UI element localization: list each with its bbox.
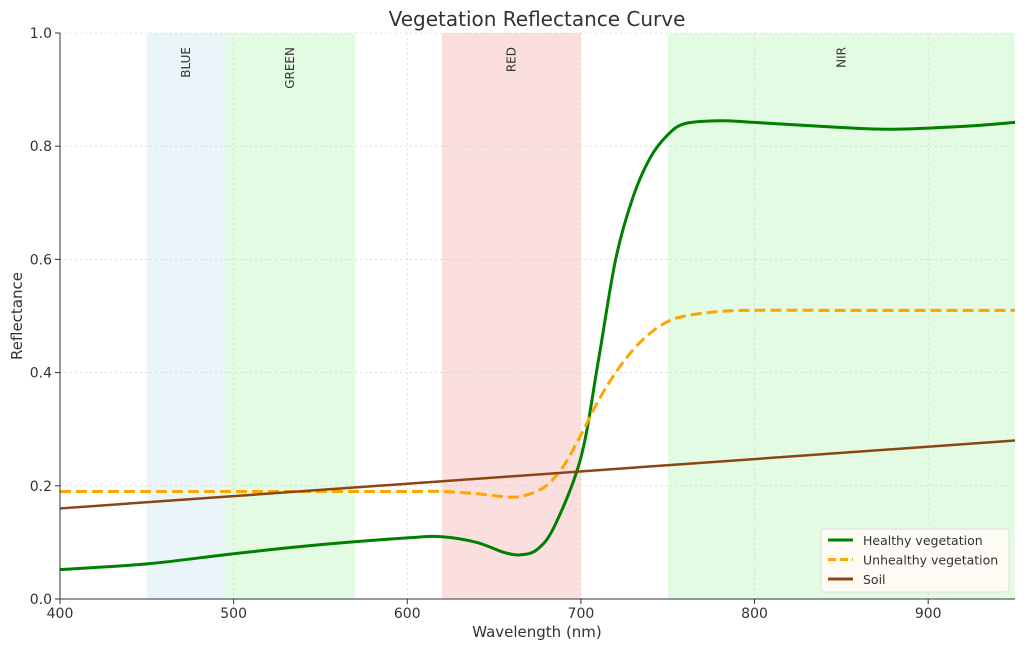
band-red (442, 33, 581, 599)
y-axis-label: Reflectance (8, 272, 26, 360)
band-label: NIR (834, 47, 848, 68)
legend: Healthy vegetation Unhealthy vegetation So… (820, 528, 1010, 593)
x-tick-label: 900 (915, 606, 942, 622)
x-tick-label: 500 (220, 606, 247, 622)
band-nir (667, 33, 1015, 599)
axes: 400 500 600 700 800 900 0.0 0.2 0.4 0.6 0.8 1.0 (30, 26, 1015, 622)
series-lines (59, 119, 1016, 572)
series-unhealthy-vegetation (60, 308, 1015, 499)
chart-title: Vegetation Reflectance Curve (389, 7, 686, 31)
legend-box (820, 528, 1010, 593)
legend-label: Soil (863, 572, 886, 587)
x-tick-label: 800 (741, 606, 768, 622)
band-label: RED (504, 47, 518, 72)
x-tick-label: 700 (568, 606, 595, 622)
band-green (224, 33, 356, 599)
y-tick-label: 0.4 (30, 366, 52, 382)
x-tick-label: 600 (394, 606, 421, 622)
y-tick-label: 0.6 (30, 252, 52, 268)
x-axis-label: Wavelength (nm) (472, 623, 602, 641)
x-tick-label: 400 (47, 606, 74, 622)
y-tick-label: 0.0 (30, 592, 52, 608)
y-tick-label: 0.2 (30, 479, 52, 495)
band-label: BLUE (179, 47, 193, 78)
legend-label: Healthy vegetation (863, 533, 983, 548)
y-tick-label: 1.0 (30, 26, 52, 42)
band-blue (146, 33, 225, 599)
y-tick-label: 0.8 (30, 139, 52, 155)
series-soil (59, 439, 1016, 510)
legend-label: Unhealthy vegetation (863, 553, 998, 568)
band-label: GREEN (283, 47, 297, 89)
